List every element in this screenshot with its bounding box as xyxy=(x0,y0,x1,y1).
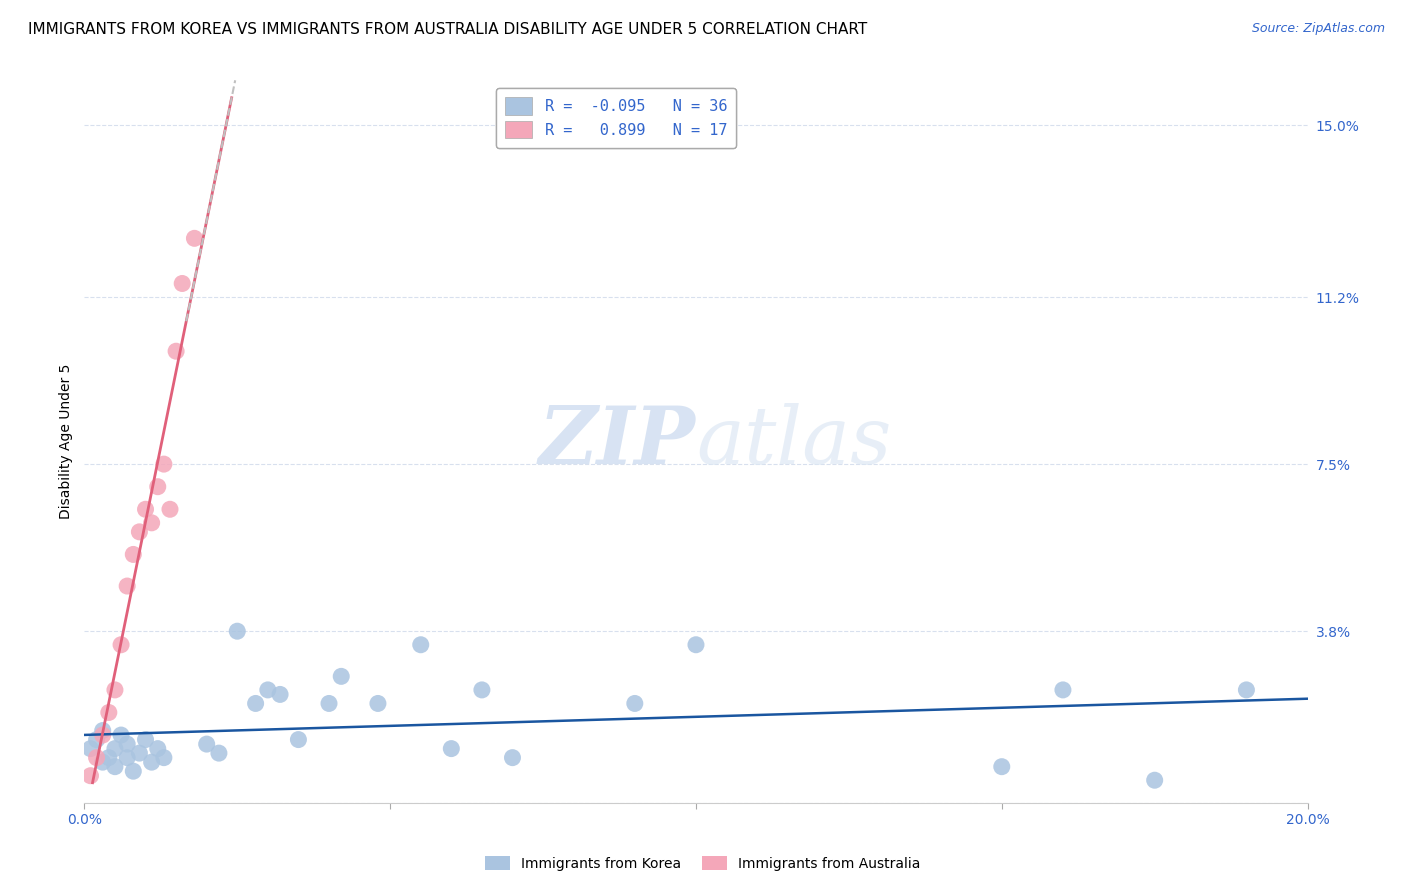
Point xyxy=(165,344,187,359)
Point xyxy=(318,697,340,711)
Y-axis label: Disability Age Under 5: Disability Age Under 5 xyxy=(59,364,73,519)
Point xyxy=(104,760,127,774)
Point xyxy=(91,755,114,769)
Point xyxy=(1143,773,1166,788)
Point xyxy=(208,746,231,760)
Point xyxy=(624,697,647,711)
Point xyxy=(287,732,309,747)
Point xyxy=(991,760,1014,774)
Point xyxy=(440,741,463,756)
Point xyxy=(97,750,120,764)
Point xyxy=(141,516,163,530)
Point xyxy=(110,728,132,742)
Point xyxy=(226,624,249,639)
Point xyxy=(183,231,205,245)
Point xyxy=(502,750,524,764)
Point xyxy=(91,728,114,742)
Point xyxy=(257,682,280,697)
Point xyxy=(409,638,432,652)
Point xyxy=(471,682,494,697)
Point xyxy=(115,750,138,764)
Point xyxy=(330,669,353,683)
Point xyxy=(122,764,145,779)
Point xyxy=(146,480,169,494)
Point xyxy=(79,741,101,756)
Legend: Immigrants from Korea, Immigrants from Australia: Immigrants from Korea, Immigrants from A… xyxy=(479,850,927,876)
Point xyxy=(79,769,101,783)
Point xyxy=(153,457,176,471)
Point xyxy=(195,737,218,751)
Text: IMMIGRANTS FROM KOREA VS IMMIGRANTS FROM AUSTRALIA DISABILITY AGE UNDER 5 CORREL: IMMIGRANTS FROM KOREA VS IMMIGRANTS FROM… xyxy=(28,22,868,37)
Text: ZIP: ZIP xyxy=(538,403,696,480)
Point xyxy=(86,750,108,764)
Point xyxy=(172,277,194,291)
Point xyxy=(159,502,181,516)
Point xyxy=(128,746,150,760)
Point xyxy=(104,682,127,697)
Point xyxy=(685,638,707,652)
Point xyxy=(146,741,169,756)
Point xyxy=(110,638,132,652)
Point xyxy=(367,697,389,711)
Point xyxy=(122,548,145,562)
Legend: R =  -0.095   N = 36, R =   0.899   N = 17: R = -0.095 N = 36, R = 0.899 N = 17 xyxy=(496,88,737,148)
Point xyxy=(269,687,291,701)
Point xyxy=(1236,682,1258,697)
Point xyxy=(86,732,108,747)
Point xyxy=(135,732,157,747)
Point xyxy=(135,502,157,516)
Text: atlas: atlas xyxy=(696,403,891,480)
Point xyxy=(1052,682,1074,697)
Text: Source: ZipAtlas.com: Source: ZipAtlas.com xyxy=(1251,22,1385,36)
Point xyxy=(115,737,138,751)
Point xyxy=(128,524,150,539)
Point xyxy=(91,723,114,738)
Point xyxy=(153,750,176,764)
Point xyxy=(115,579,138,593)
Point xyxy=(245,697,267,711)
Point xyxy=(104,741,127,756)
Point xyxy=(141,755,163,769)
Point xyxy=(97,706,120,720)
